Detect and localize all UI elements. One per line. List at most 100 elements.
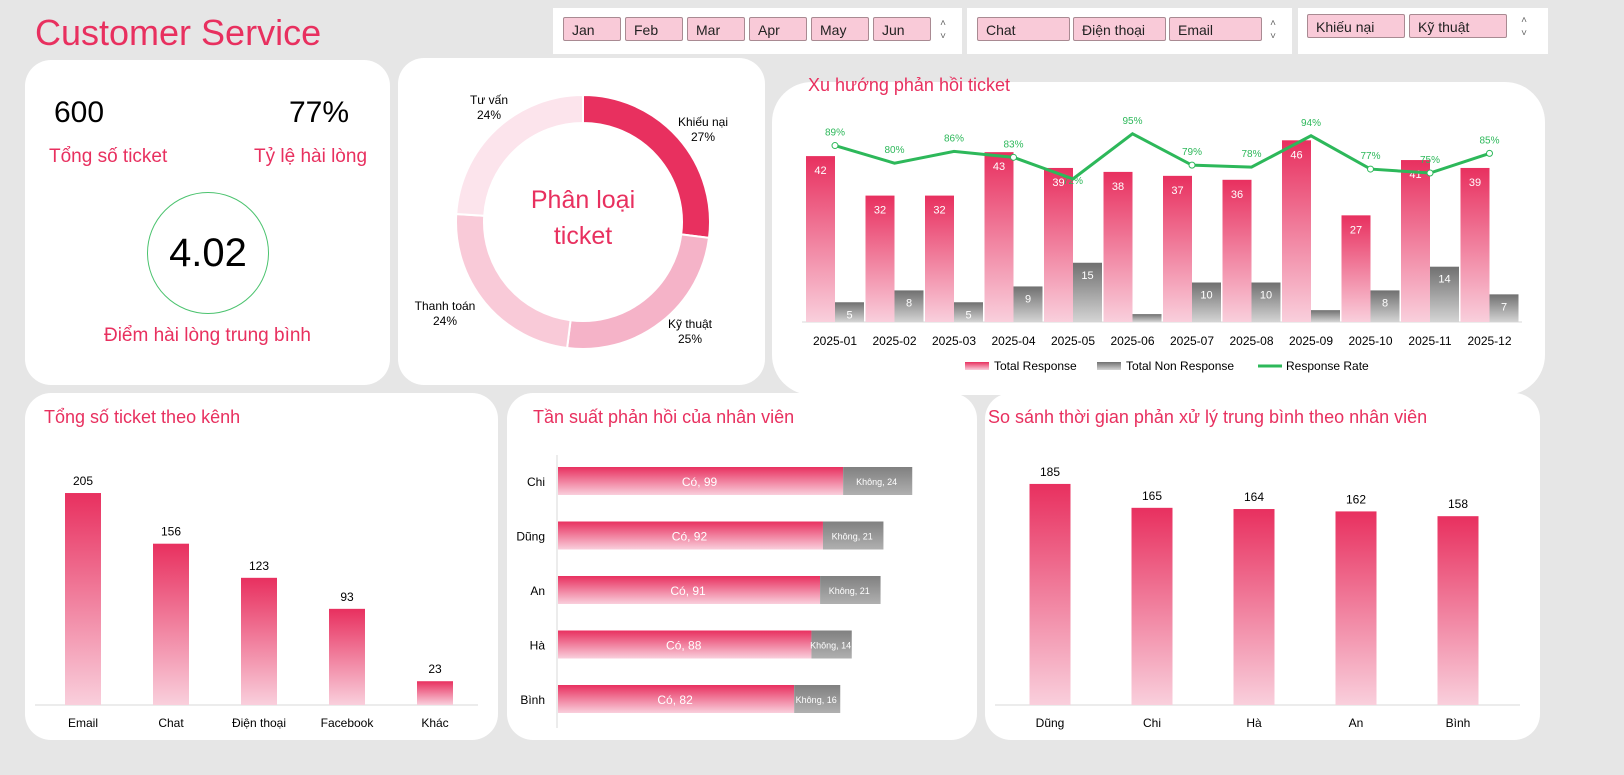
- response-trend-card: 42 5 2025-01 32 8 2025-02 32 5 2025-03 43 9 2025-04…: [772, 82, 1545, 395]
- x-tick-label: Bình: [1446, 716, 1471, 730]
- y-tick-label: Chi: [527, 475, 545, 489]
- bar-label: 37: [1171, 185, 1183, 197]
- slicer-channel-chat[interactable]: Chat: [977, 17, 1070, 41]
- x-tick-label: An: [1349, 716, 1364, 730]
- bar-total-non-response: [1370, 290, 1400, 322]
- slicer-category-technical[interactable]: Kỹ thuật: [1409, 14, 1507, 38]
- staff-response-title: Tần suất phản hồi của nhân viên: [533, 407, 795, 427]
- channel-chart: 205 Email 156 Chat 123 Điện thoại 93 Facebook 23…: [35, 474, 478, 730]
- bar-total-response: [1341, 215, 1371, 322]
- bar-khong: [843, 467, 913, 495]
- donut-label: Kỹ thuật 25%: [668, 317, 713, 346]
- slicer-month-apr[interactable]: Apr: [749, 17, 807, 41]
- slice-name: Thanh toán: [415, 299, 476, 313]
- x-tick-label: 2025-03: [932, 334, 976, 348]
- bar-value-label: 162: [1346, 492, 1366, 506]
- bar-total-non-response: [894, 290, 924, 322]
- slicer-channel-email[interactable]: Email: [1169, 17, 1262, 41]
- bar-khong: [811, 630, 852, 659]
- rate-label: 86%: [944, 133, 964, 144]
- rate-marker: [1426, 169, 1434, 177]
- bar: [1029, 483, 1071, 705]
- x-tick-label: Khác: [421, 716, 448, 730]
- slicer-month-feb[interactable]: Feb: [625, 17, 683, 41]
- ticket-category-card: Khiếu nại 27% Kỹ thuật 25% Thanh toán 24% Tư v…: [398, 58, 765, 385]
- slice-percent: 27%: [691, 130, 715, 144]
- donut-center-title: Phân loại: [531, 186, 635, 214]
- slicer-scroll-arrows[interactable]: ˄ ˅: [1270, 18, 1276, 42]
- bar-label: Không, 16: [796, 695, 837, 705]
- bar: [1131, 507, 1173, 705]
- bar-total-non-response: [1013, 286, 1043, 322]
- page-title: Customer Service: [35, 12, 322, 53]
- channel-card: Tổng số ticket theo kênh 205 Email 156 Chat…: [25, 393, 498, 740]
- x-tick-label: 2025-06: [1110, 334, 1154, 348]
- total-tickets-value: 600: [54, 96, 105, 129]
- rate-label: 89%: [825, 128, 845, 139]
- x-tick-label: 2025-12: [1467, 334, 1511, 348]
- rate-marker: [1010, 153, 1017, 161]
- slicer-channel-phone[interactable]: Điện thoại: [1073, 17, 1166, 41]
- bar-label: Có, 92: [672, 530, 708, 544]
- bar-total-response: [1163, 175, 1192, 322]
- bar-label: 32: [933, 205, 945, 217]
- bar-total-non-response: [1311, 310, 1340, 322]
- slice-name: Kỹ thuật: [668, 317, 713, 331]
- y-tick-label: Bình: [520, 693, 545, 707]
- slicer-month-may[interactable]: May: [811, 17, 869, 41]
- bar-label: 5: [846, 309, 852, 321]
- category-slicer: Khiếu nại Kỹ thuật ˄ ˅: [1298, 8, 1548, 54]
- slicer-month-jan[interactable]: Jan: [563, 17, 621, 41]
- slicer-month-jun[interactable]: Jun: [873, 17, 931, 41]
- bar-total-non-response: [1251, 282, 1281, 322]
- x-tick-label: Điện thoại: [232, 716, 286, 730]
- satisfaction-rate-value: 77%: [289, 96, 350, 129]
- rate-label: 79%: [1182, 147, 1202, 158]
- x-tick-label: 2025-05: [1051, 334, 1095, 348]
- bar-label: Có, 91: [670, 584, 706, 598]
- bar: [329, 608, 365, 705]
- slicer-scroll-arrows[interactable]: ˄ ˅: [940, 18, 946, 42]
- slice-name: Tư vấn: [470, 93, 508, 107]
- x-tick-label: 2025-08: [1229, 334, 1273, 348]
- bar-label: 15: [1081, 270, 1093, 282]
- bar-total-non-response: [1489, 294, 1519, 322]
- response-trend-chart: 42 5 2025-01 32 8 2025-02 32 5 2025-03 43 9 2025-04…: [802, 116, 1522, 373]
- slicer-category-complaint[interactable]: Khiếu nại: [1307, 14, 1405, 38]
- rate-marker: [1486, 149, 1493, 157]
- legend-label: Total Non Response: [1126, 359, 1234, 373]
- slicer-scroll-arrows[interactable]: ˄ ˅: [1521, 15, 1527, 39]
- bar-total-response: [925, 195, 954, 322]
- bar: [153, 543, 189, 705]
- slice-name: Khiếu nại: [678, 115, 728, 129]
- bar-value-label: 205: [73, 474, 93, 488]
- kpi-card: 600 Tổng số ticket 77% Tỷ lệ hài lòng 4.…: [25, 60, 390, 385]
- rate-label: 78%: [1241, 149, 1261, 160]
- bar-total-non-response: [1430, 266, 1459, 322]
- x-tick-label: Hà: [1246, 716, 1262, 730]
- bar-label: 5: [965, 309, 971, 321]
- x-tick-label: Chi: [1143, 716, 1161, 730]
- donut-slice-3: [455, 93, 584, 217]
- bar-label: 39: [1052, 177, 1064, 189]
- channel-slicer: Chat Điện thoại Email ˄ ˅: [967, 8, 1292, 54]
- bar-label: 46: [1290, 149, 1302, 161]
- bar: [241, 577, 277, 705]
- bar-value-label: 23: [428, 662, 442, 676]
- y-tick-label: An: [530, 584, 545, 598]
- bar: [1335, 511, 1377, 705]
- legend-swatch: [965, 362, 989, 370]
- rate-label: 80%: [884, 145, 904, 156]
- rate-label: 77%: [1360, 151, 1380, 162]
- bar-co: [558, 521, 823, 550]
- x-tick-label: 2025-02: [872, 334, 916, 348]
- slice-percent: 24%: [433, 314, 457, 328]
- bar-total-response: [1103, 171, 1133, 322]
- x-tick-label: 2025-09: [1289, 334, 1333, 348]
- response-rate-line: [834, 132, 1490, 181]
- bar-label: Không, 14: [810, 641, 851, 651]
- bar-label: Có, 88: [666, 639, 702, 653]
- bar-label: 9: [1025, 293, 1031, 305]
- slicer-month-mar[interactable]: Mar: [687, 17, 745, 41]
- x-tick-label: Facebook: [321, 716, 375, 730]
